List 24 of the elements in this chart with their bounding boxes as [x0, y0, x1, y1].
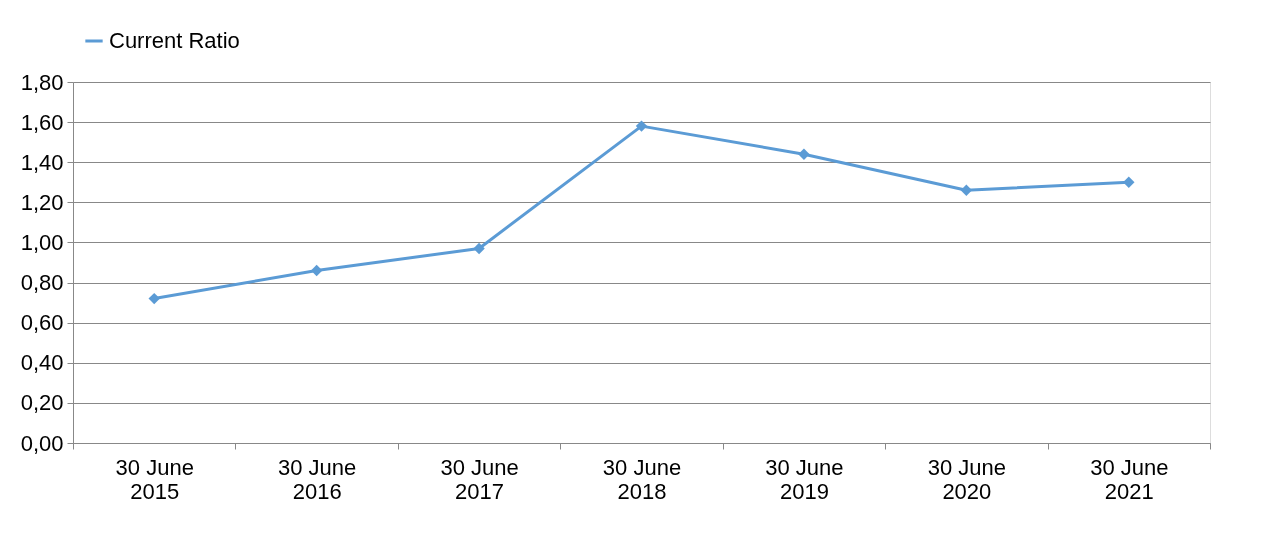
- y-tick-label: 0,80: [20, 270, 64, 296]
- y-tick-label: 1,20: [20, 189, 64, 215]
- x-tick-label: 30 June 2016: [277, 454, 357, 504]
- y-tick-label: 1,60: [20, 109, 64, 135]
- y-tick-label: 0,40: [20, 350, 64, 376]
- x-tick-label: 30 June 2015: [115, 454, 194, 504]
- point: [1123, 176, 1135, 188]
- point: [473, 242, 485, 255]
- point: [798, 148, 810, 160]
- x-tick-label: 30 June 2018: [602, 454, 682, 504]
- x-tick-label: 30 June 2020: [927, 454, 1007, 504]
- x-tick-label: 30 June 2017: [440, 454, 519, 504]
- point: [310, 264, 323, 277]
- y-tick-label: 1,00: [20, 229, 64, 255]
- point: [148, 292, 160, 305]
- y-tick-label: 0,60: [20, 310, 64, 336]
- y-tick-label: 1,80: [20, 69, 64, 95]
- y-tick-label: 1,40: [20, 149, 64, 175]
- x-tick-label: 30 June 2019: [765, 454, 844, 504]
- y-tick-label: 0,20: [20, 390, 64, 416]
- point: [635, 120, 648, 132]
- legend-label: Current Ratio: [109, 28, 240, 53]
- x-tick-label: 30 June 2021: [1090, 454, 1169, 504]
- y-tick-label: 0,00: [20, 430, 64, 456]
